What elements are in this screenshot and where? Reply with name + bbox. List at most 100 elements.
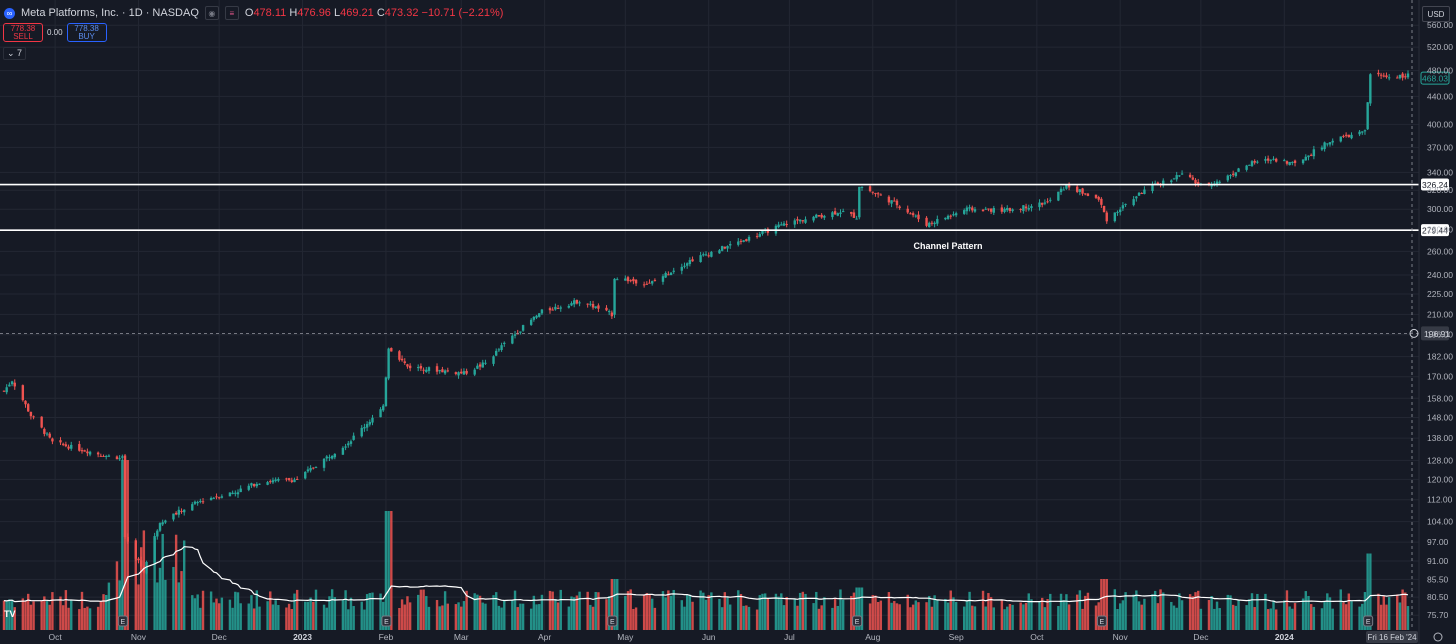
y-tick-label: 320.00 bbox=[1427, 185, 1453, 195]
volume-bar bbox=[61, 605, 65, 630]
candle-body bbox=[419, 365, 423, 369]
candle-body bbox=[1377, 72, 1380, 75]
volume-bar bbox=[285, 607, 288, 630]
candle-body bbox=[180, 510, 183, 512]
volume-bar bbox=[1194, 592, 1197, 630]
candle-body bbox=[438, 370, 441, 372]
candle-body bbox=[1075, 186, 1079, 192]
candle-body bbox=[48, 433, 51, 438]
earnings-marker-bg bbox=[1096, 615, 1107, 627]
volume-bar bbox=[511, 599, 514, 630]
candle-body bbox=[1406, 73, 1410, 78]
candle-body bbox=[1172, 178, 1176, 180]
volume-bar bbox=[503, 600, 506, 630]
volume-bar bbox=[1100, 579, 1103, 630]
volume-bar bbox=[1283, 600, 1286, 630]
volume-bar bbox=[1022, 604, 1025, 630]
volume-bar bbox=[868, 603, 872, 630]
volume-bar bbox=[196, 594, 199, 630]
x-tick-label: Dec bbox=[212, 632, 228, 642]
volume-bar bbox=[645, 593, 649, 630]
volume-bar bbox=[720, 607, 724, 630]
volume-bar bbox=[460, 606, 463, 630]
indicators-toggle[interactable]: ⌄ 7 bbox=[3, 47, 27, 60]
change-value: −10.71 (−2.21%) bbox=[421, 7, 504, 19]
candle-body bbox=[460, 371, 463, 374]
volume-bar bbox=[933, 595, 936, 630]
volume-bar bbox=[1269, 608, 1273, 630]
candle-body bbox=[737, 241, 740, 245]
eye-icon[interactable]: ◉ bbox=[204, 6, 219, 20]
candle-body bbox=[1285, 161, 1289, 164]
candle-body bbox=[1043, 202, 1047, 204]
candle-body bbox=[1231, 173, 1235, 175]
candle-body bbox=[1011, 209, 1014, 211]
settings-icon[interactable]: ≡ bbox=[224, 6, 239, 20]
volume-bar bbox=[236, 592, 240, 630]
candle-body bbox=[59, 440, 62, 443]
y-tick-label: 138.00 bbox=[1427, 433, 1453, 443]
candle-body bbox=[102, 455, 105, 457]
volume-bar bbox=[815, 591, 818, 630]
volume-bar bbox=[535, 604, 538, 630]
candle-body bbox=[196, 502, 199, 504]
volume-bar bbox=[371, 592, 374, 630]
volume-bar bbox=[266, 601, 269, 630]
candle-body bbox=[785, 223, 788, 226]
buy-button[interactable]: 778.38 BUY bbox=[66, 23, 107, 42]
candle-body bbox=[115, 456, 119, 460]
candle-body bbox=[271, 480, 275, 483]
candle-body bbox=[1170, 180, 1173, 183]
volume-bar bbox=[519, 603, 522, 630]
volume-bar bbox=[729, 604, 732, 630]
volume-bar bbox=[1350, 601, 1353, 630]
level-label: 279.44 bbox=[1422, 226, 1448, 236]
volume-bar bbox=[540, 594, 544, 630]
candle-body bbox=[105, 456, 108, 458]
candle-body bbox=[1116, 211, 1119, 213]
candle-body bbox=[718, 250, 721, 254]
candle-body bbox=[1398, 74, 1402, 79]
candle-body bbox=[1049, 199, 1052, 201]
candle-body bbox=[804, 219, 807, 223]
candle-body bbox=[755, 236, 759, 238]
volume-bar bbox=[293, 593, 296, 630]
volume-bar bbox=[115, 561, 119, 630]
volume-bar bbox=[954, 602, 958, 630]
candle-body bbox=[1086, 193, 1090, 196]
candle-body bbox=[174, 512, 178, 515]
volume-bar bbox=[443, 591, 447, 630]
x-tick-label: Feb bbox=[379, 632, 394, 642]
volume-bar bbox=[758, 595, 761, 630]
volume-bar bbox=[441, 605, 444, 630]
symbol-title[interactable]: Meta Platforms, Inc. · 1D · NASDAQ bbox=[21, 7, 199, 19]
volume-bar bbox=[909, 607, 912, 630]
candle-body bbox=[1382, 75, 1385, 77]
currency-selector[interactable]: USD bbox=[1422, 6, 1450, 22]
candle-body bbox=[1256, 161, 1259, 163]
y-tick-label: 440.00 bbox=[1427, 91, 1453, 101]
earnings-marker: E bbox=[855, 619, 860, 626]
volume-bar bbox=[422, 589, 425, 630]
volume-bar bbox=[492, 595, 495, 630]
candle-body bbox=[613, 278, 616, 315]
candle-body bbox=[1328, 142, 1332, 145]
volume-bar bbox=[1264, 593, 1267, 630]
candle-body bbox=[64, 444, 68, 447]
candle-body bbox=[1283, 160, 1286, 162]
volume-bar bbox=[632, 608, 635, 630]
candle-body bbox=[653, 279, 657, 281]
candle-body bbox=[723, 246, 727, 249]
volume-bar bbox=[839, 589, 842, 630]
earnings-marker-bg bbox=[607, 615, 618, 627]
volume-bar bbox=[1162, 592, 1165, 630]
candle-body bbox=[330, 455, 334, 459]
candle-body bbox=[895, 200, 899, 206]
volume-bar bbox=[755, 609, 759, 630]
candle-body bbox=[446, 370, 449, 372]
candle-body bbox=[1266, 158, 1270, 161]
candle-body bbox=[632, 278, 635, 282]
sell-button[interactable]: 778.38 SELL bbox=[3, 23, 43, 42]
